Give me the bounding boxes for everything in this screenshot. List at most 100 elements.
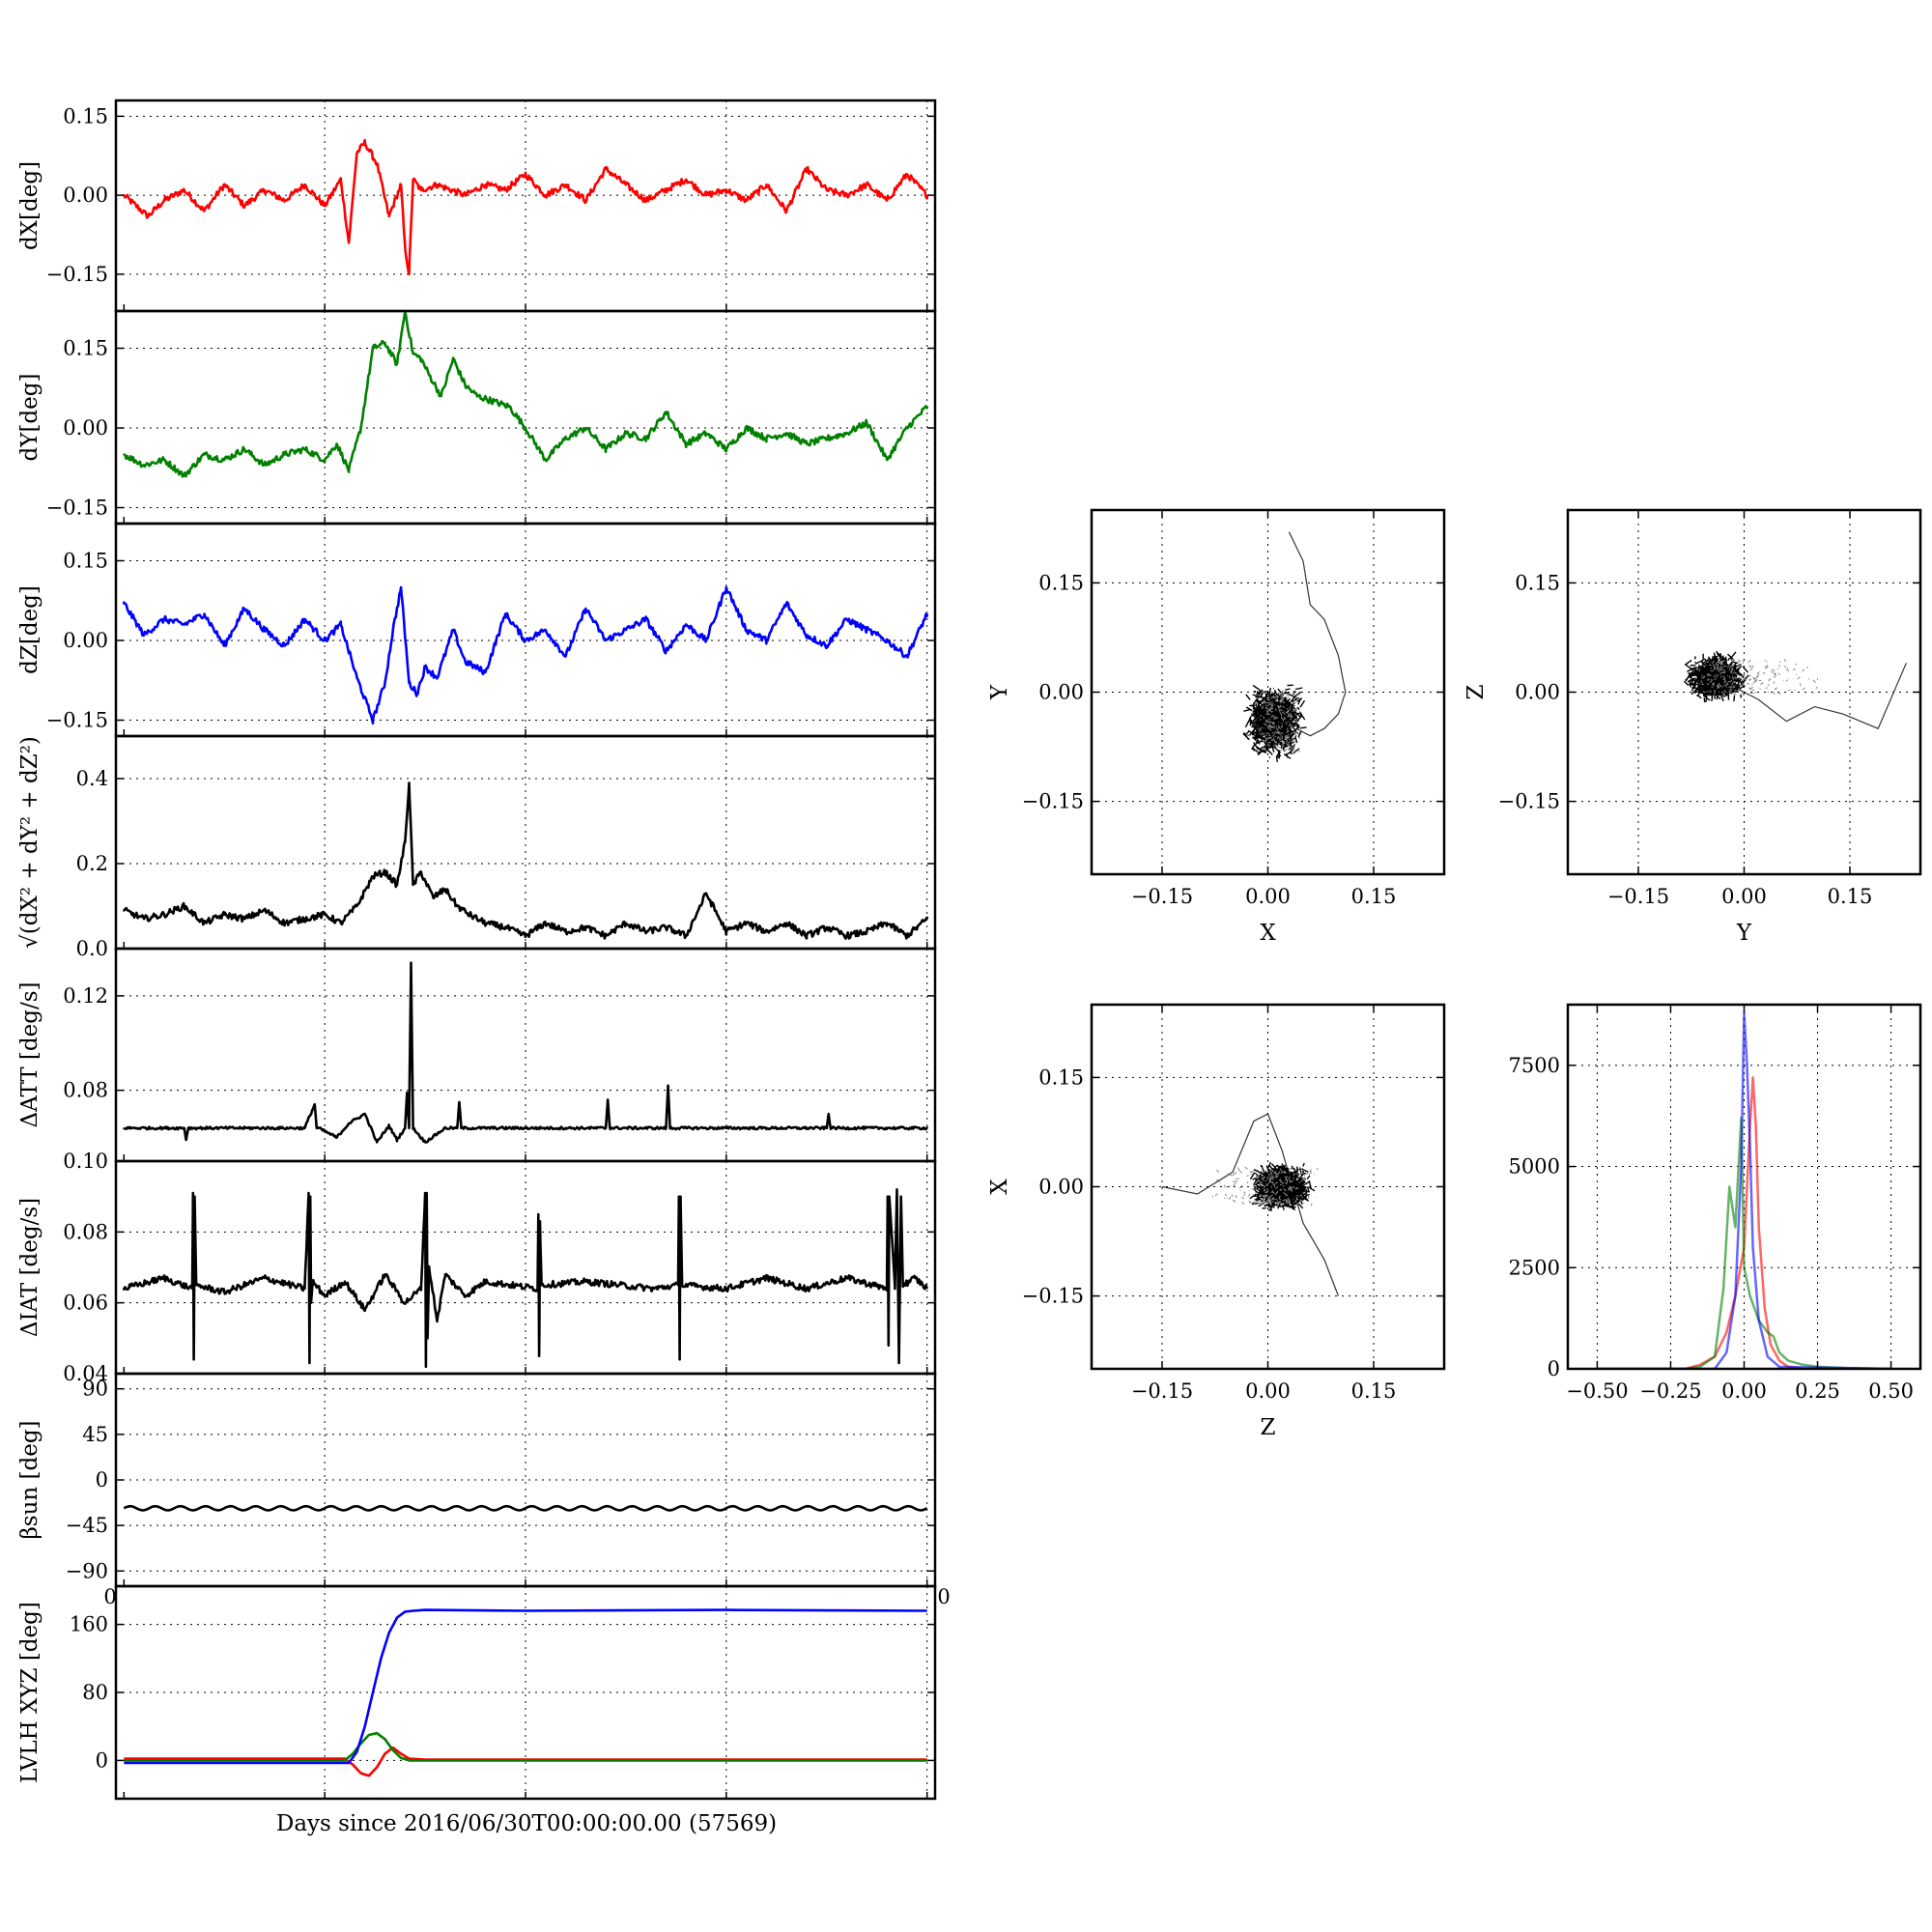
ylabel-xy: Y <box>987 684 1012 700</box>
chart-xy: −0.15 0.00 0.15 −0.15 0.00 0.15 Y X <box>987 508 1446 946</box>
ytick-label-diat-1: 0.06 <box>63 1292 108 1315</box>
trail-zx <box>1161 1113 1340 1296</box>
ytick-label-zx-2: 0.15 <box>1038 1065 1084 1089</box>
ytick-label-xy-0: −0.15 <box>1022 790 1084 813</box>
chart-diat: 0.04 0.06 0.08 ΔIAT [deg/s] <box>17 1159 937 1385</box>
chart-mag: 0.0 0.2 0.4 √(dX² + dY² + dZ²) <box>17 734 937 960</box>
series-lvlh-2 <box>124 1608 927 1765</box>
chart-yz: −0.15 0.00 0.15 −0.15 0.00 0.15 Z Y <box>1463 508 1922 946</box>
plot-area-diat <box>116 1161 935 1374</box>
ytick-label-dx-0: −0.15 <box>46 263 108 286</box>
xtick-label-zx-2: 0.15 <box>1351 1379 1397 1403</box>
ytick-label-beta-1: −45 <box>66 1514 108 1537</box>
chart-hist: 0 2500 5000 7500 −0.50 −0.25 0.00 0.25 0.50 <box>1509 1003 1922 1403</box>
ytick-label-hist-0: 0 <box>1548 1357 1560 1380</box>
ylabel-beta: βsun [deg] <box>17 1420 43 1539</box>
ylabel-dx: dX[deg] <box>17 161 43 250</box>
ytick-label-xy-2: 0.15 <box>1038 571 1084 594</box>
frame-diat <box>114 1159 937 1376</box>
plot-area-dy <box>116 311 935 524</box>
ytick-label-hist-1: 2500 <box>1509 1256 1560 1279</box>
ytick-label-dz-2: 0.15 <box>63 550 108 573</box>
plot-area-yz <box>1568 510 1920 874</box>
ytick-label-datt-0: 0.08 <box>63 1079 108 1102</box>
plot-area-mag <box>116 736 935 949</box>
series-lvlh-1 <box>124 1731 927 1762</box>
xtick-label-yz-1: 0.00 <box>1721 885 1767 908</box>
xtick-label-yz-2: 0.15 <box>1828 885 1873 908</box>
ytick-label-dx-1: 0.00 <box>63 184 108 207</box>
ytick-label-dy-1: 0.00 <box>63 416 108 440</box>
ylabel-dy: dY[deg] <box>17 374 43 462</box>
chart-datt: 0.08 0.12 0.10 ΔATT [deg/s] <box>17 947 937 1173</box>
plot-area-zx <box>1092 1005 1444 1369</box>
chart-dz: −0.15 0.00 0.15 dZ[deg] <box>17 522 937 738</box>
ytick-label-lvlh-0: 0 <box>96 1748 108 1772</box>
ytick-label-zx-1: 0.00 <box>1038 1176 1084 1199</box>
cloud-yz <box>1683 650 1749 703</box>
ytick-label-dy-2: 0.15 <box>63 337 108 360</box>
chart-zx: −0.15 0.00 0.15 −0.15 0.00 0.15 X Z <box>987 1003 1446 1440</box>
chart-dx: −0.15 0.00 0.15 dX[deg] <box>17 99 937 313</box>
series-beta-0 <box>123 1504 928 1512</box>
ytick-label-dz-1: 0.00 <box>63 629 108 652</box>
chart-dy: −0.15 0.00 0.15 dY[deg] <box>17 309 937 526</box>
xtick-label-zx-0: −0.15 <box>1131 1379 1193 1403</box>
ylabel-dz: dZ[deg] <box>17 585 43 674</box>
ytick-label-beta-3: 45 <box>82 1423 108 1446</box>
ytick-label-yz-2: 0.15 <box>1515 571 1560 594</box>
ylabel-lvlh: LVLH XYZ [deg] <box>17 1602 43 1783</box>
ytick-label-hist-2: 5000 <box>1509 1155 1560 1179</box>
series-hist-2 <box>1597 1011 1891 1369</box>
faint-zx <box>1211 1166 1319 1207</box>
ytick-label-yz-0: −0.15 <box>1498 790 1560 813</box>
xtick-label-hist-1: −0.25 <box>1639 1379 1701 1403</box>
plot-area-hist <box>1568 1005 1920 1369</box>
ytick-label-beta-2: 0 <box>96 1468 108 1492</box>
frame-dy <box>114 309 937 526</box>
ytick-label-yz-1: 0.00 <box>1515 681 1560 704</box>
ylabel-mag: √(dX² + dY² + dZ²) <box>17 736 43 949</box>
plot-area-lvlh <box>116 1586 935 1799</box>
chart-lvlh: 0 80 160 LVLH XYZ [deg] <box>17 1584 937 1801</box>
ytick-label-lvlh-1: 80 <box>82 1681 108 1704</box>
ytick-label-beta-4: 90 <box>82 1378 108 1401</box>
plot-area-dz <box>116 524 935 736</box>
ytick-label-dy-0: −0.15 <box>46 497 108 520</box>
ytick-label-extra-datt: 0.10 <box>63 1150 108 1173</box>
faint-yz <box>1693 658 1819 696</box>
series-hist-1 <box>1597 1117 1891 1369</box>
ytick-label-mag-1: 0.2 <box>76 852 108 875</box>
ytick-label-diat-0: 0.04 <box>63 1362 108 1385</box>
trail-xy <box>1288 531 1347 737</box>
series-dx-0 <box>123 138 928 276</box>
xtick-label-xy-2: 0.15 <box>1351 885 1397 908</box>
xtick-label-hist-4: 0.50 <box>1868 1379 1914 1403</box>
series-dy-0 <box>123 311 928 478</box>
frame-dz <box>114 522 937 738</box>
xtick-label-zx-1: 0.00 <box>1245 1379 1291 1403</box>
series-mag-0 <box>123 781 928 940</box>
ytick-label-mag-2: 0.4 <box>76 767 108 790</box>
series-diat-0 <box>123 1188 928 1368</box>
series-dz-0 <box>123 585 928 724</box>
xtick-label-hist-2: 0.00 <box>1721 1379 1767 1403</box>
ytick-label-beta-0: −90 <box>66 1559 108 1582</box>
ytick-label-zx-0: −0.15 <box>1022 1285 1084 1308</box>
ytick-label-lvlh-2: 160 <box>70 1613 108 1636</box>
ytick-label-xy-1: 0.00 <box>1038 681 1084 704</box>
xtick-label-xy-1: 0.00 <box>1245 885 1291 908</box>
stray-label-left: 0 <box>103 1585 116 1608</box>
plot-area-datt <box>116 949 935 1161</box>
xtick-label-xy-0: −0.15 <box>1131 885 1193 908</box>
plot-area-beta <box>116 1374 935 1586</box>
xlabel-xy: X <box>1260 921 1276 946</box>
ytick-label-dx-2: 0.15 <box>63 104 108 128</box>
xtick-label-hist-3: 0.25 <box>1795 1379 1840 1403</box>
ytick-label-dz-0: −0.15 <box>46 709 108 732</box>
chart-beta: −90 −45 0 45 90 βsun [deg] <box>17 1372 937 1588</box>
plot-area-xy <box>1092 510 1444 874</box>
xtick-label-hist-0: −0.50 <box>1566 1379 1628 1403</box>
series-lvlh-0 <box>124 1746 927 1777</box>
faint-xy <box>1258 690 1301 753</box>
